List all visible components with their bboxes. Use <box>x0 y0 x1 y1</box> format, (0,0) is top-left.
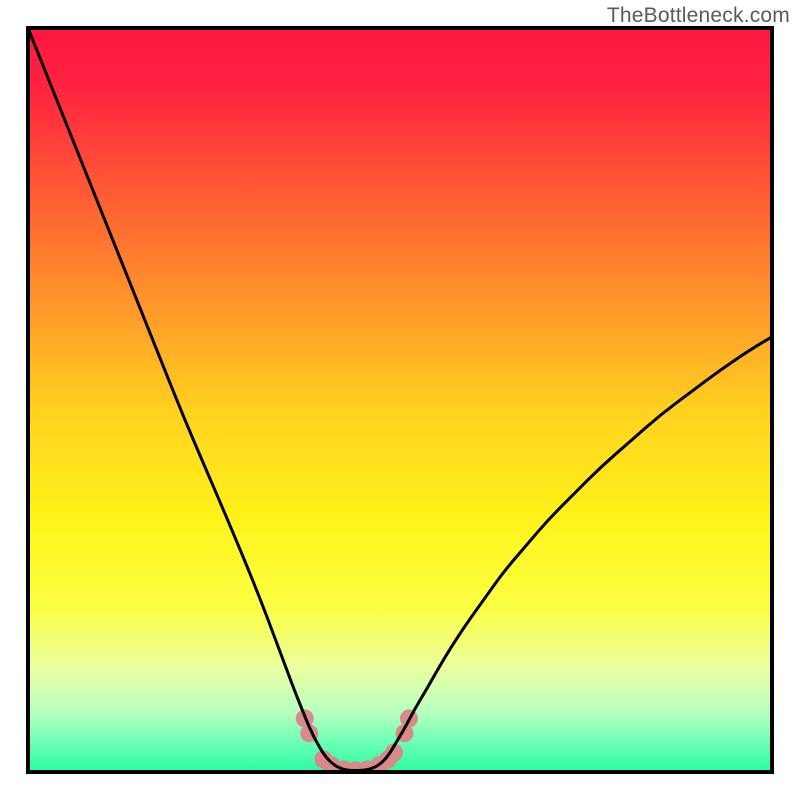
plot-background <box>28 28 772 772</box>
chart-frame: TheBottleneck.com <box>0 0 800 800</box>
bottleneck-chart <box>0 0 800 800</box>
watermark-text: TheBottleneck.com <box>607 4 790 28</box>
